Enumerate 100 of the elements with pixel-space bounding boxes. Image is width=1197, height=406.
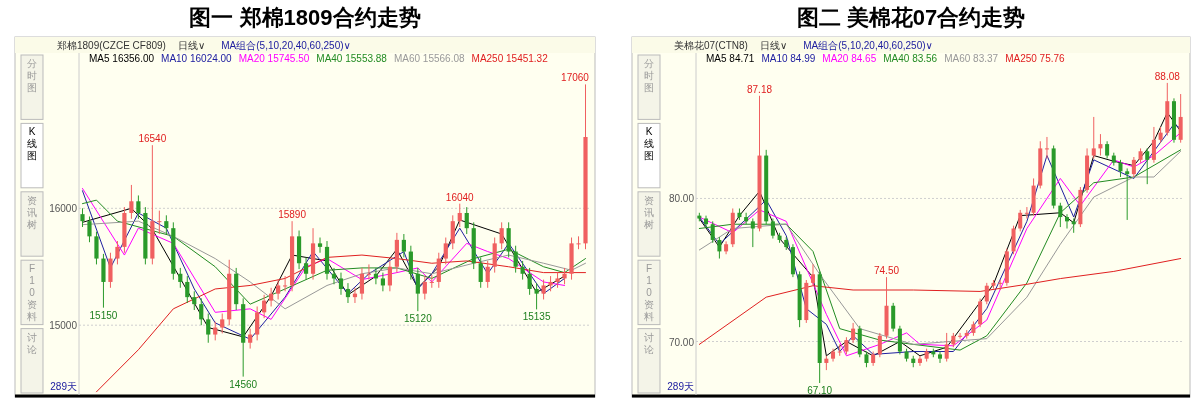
text: 资讯树	[644, 194, 654, 230]
candlestick	[837, 343, 842, 357]
candlestick	[415, 267, 420, 312]
text: MA20 15745.50	[238, 53, 310, 64]
candlestick	[520, 260, 525, 281]
y-tick-label: 16000	[49, 203, 78, 215]
candlestick	[94, 231, 99, 265]
candlestick	[891, 302, 896, 332]
text: MA250 15451.32	[471, 53, 549, 64]
text: 分时图	[644, 58, 654, 93]
candlestick	[1044, 136, 1049, 159]
text: MA60 83.37	[944, 53, 999, 64]
candlestick	[499, 221, 504, 250]
line-series	[698, 258, 1182, 345]
candlestick	[338, 272, 344, 296]
candlestick	[157, 210, 162, 235]
candlestick	[917, 355, 922, 367]
candlestick	[717, 236, 722, 260]
annotation: 74.50	[874, 265, 900, 277]
text: 讨论	[27, 331, 37, 355]
candlestick	[704, 215, 709, 228]
candlestick	[206, 313, 211, 344]
candlestick	[380, 272, 385, 292]
annotation: 15120	[403, 313, 433, 325]
text: 美棉花07(CTN8)	[674, 40, 748, 51]
text: MA组合(5,10,20,40,60,250)∨	[803, 40, 933, 51]
candlestick	[269, 287, 274, 307]
candlestick	[192, 290, 197, 311]
text: MA5 16356.00	[89, 53, 155, 64]
annotation: 88.08	[1154, 70, 1181, 82]
text: 日线∨	[177, 40, 206, 51]
candlestick	[366, 263, 372, 281]
text: 日线∨	[759, 40, 788, 51]
line-series	[81, 199, 587, 305]
annotation: 87.18	[746, 83, 773, 95]
candlestick	[744, 212, 749, 225]
candlestick	[541, 279, 546, 300]
candlestick	[457, 203, 462, 228]
candlestick	[178, 267, 183, 289]
annotation: 15135	[522, 311, 551, 323]
candlestick	[115, 240, 120, 265]
annotation: 14560	[229, 378, 258, 390]
candlestick	[978, 298, 983, 328]
candlestick	[101, 253, 106, 309]
annotation: 67.10	[807, 384, 833, 396]
candlestick	[443, 237, 448, 265]
text: 资讯树	[27, 194, 37, 230]
candlestick	[185, 275, 190, 304]
candlestick	[80, 207, 85, 228]
chart-title: 图一 郑棉1809合约走势	[189, 5, 421, 30]
text: MA40 83.56	[883, 53, 938, 64]
candlestick	[303, 256, 309, 281]
candlestick	[944, 332, 949, 363]
candlestick	[436, 252, 441, 289]
candlestick	[1065, 213, 1070, 230]
candlestick	[164, 214, 169, 235]
candlestick	[1058, 202, 1063, 228]
text: K线图	[644, 126, 654, 162]
text: 郑棉1809(CZCE CF809)	[57, 40, 166, 51]
text: MA60 15566.08	[393, 53, 465, 64]
candlestick	[478, 256, 483, 289]
candlestick	[810, 263, 815, 287]
annotation: 16040	[445, 191, 475, 203]
candlestick	[710, 220, 715, 244]
y-tick-label: 70.00	[668, 336, 695, 348]
candlestick	[492, 237, 497, 274]
candlestick	[213, 321, 218, 341]
candlestick	[422, 275, 427, 300]
candlestick	[998, 279, 1003, 291]
y-tick-label: 80.00	[668, 193, 695, 205]
text: F10资料	[644, 263, 654, 323]
candlestick	[750, 217, 755, 248]
text: MA组合(5,10,20,40,60,250)∨	[221, 40, 351, 51]
candlestick	[576, 235, 581, 250]
annotation: 16540	[138, 133, 167, 145]
candlestick	[938, 351, 943, 364]
candlestick	[877, 332, 882, 358]
text: MA20 84.65	[822, 53, 877, 64]
annotation: 15150	[89, 309, 118, 321]
text: MA10 84.99	[761, 53, 816, 64]
line-series	[81, 220, 587, 310]
candlestick	[387, 260, 392, 292]
text: MA5 84.71	[706, 53, 755, 64]
candlestick	[248, 328, 253, 350]
text: 289天	[667, 381, 694, 392]
candlestick	[450, 214, 455, 250]
candlestick	[255, 306, 260, 341]
candlestick	[1098, 133, 1103, 157]
candlestick	[136, 194, 141, 220]
candlestick	[129, 184, 134, 220]
candlestick	[87, 215, 92, 243]
candlestick	[851, 322, 856, 344]
annotation: 17060	[561, 72, 590, 84]
candlestick	[359, 267, 365, 300]
candlestick	[408, 245, 413, 281]
candlestick	[1131, 156, 1136, 178]
candlestick	[1011, 225, 1016, 255]
candlestick	[401, 233, 406, 258]
text: MA10 16024.00	[161, 53, 233, 64]
candlestick	[770, 217, 775, 240]
